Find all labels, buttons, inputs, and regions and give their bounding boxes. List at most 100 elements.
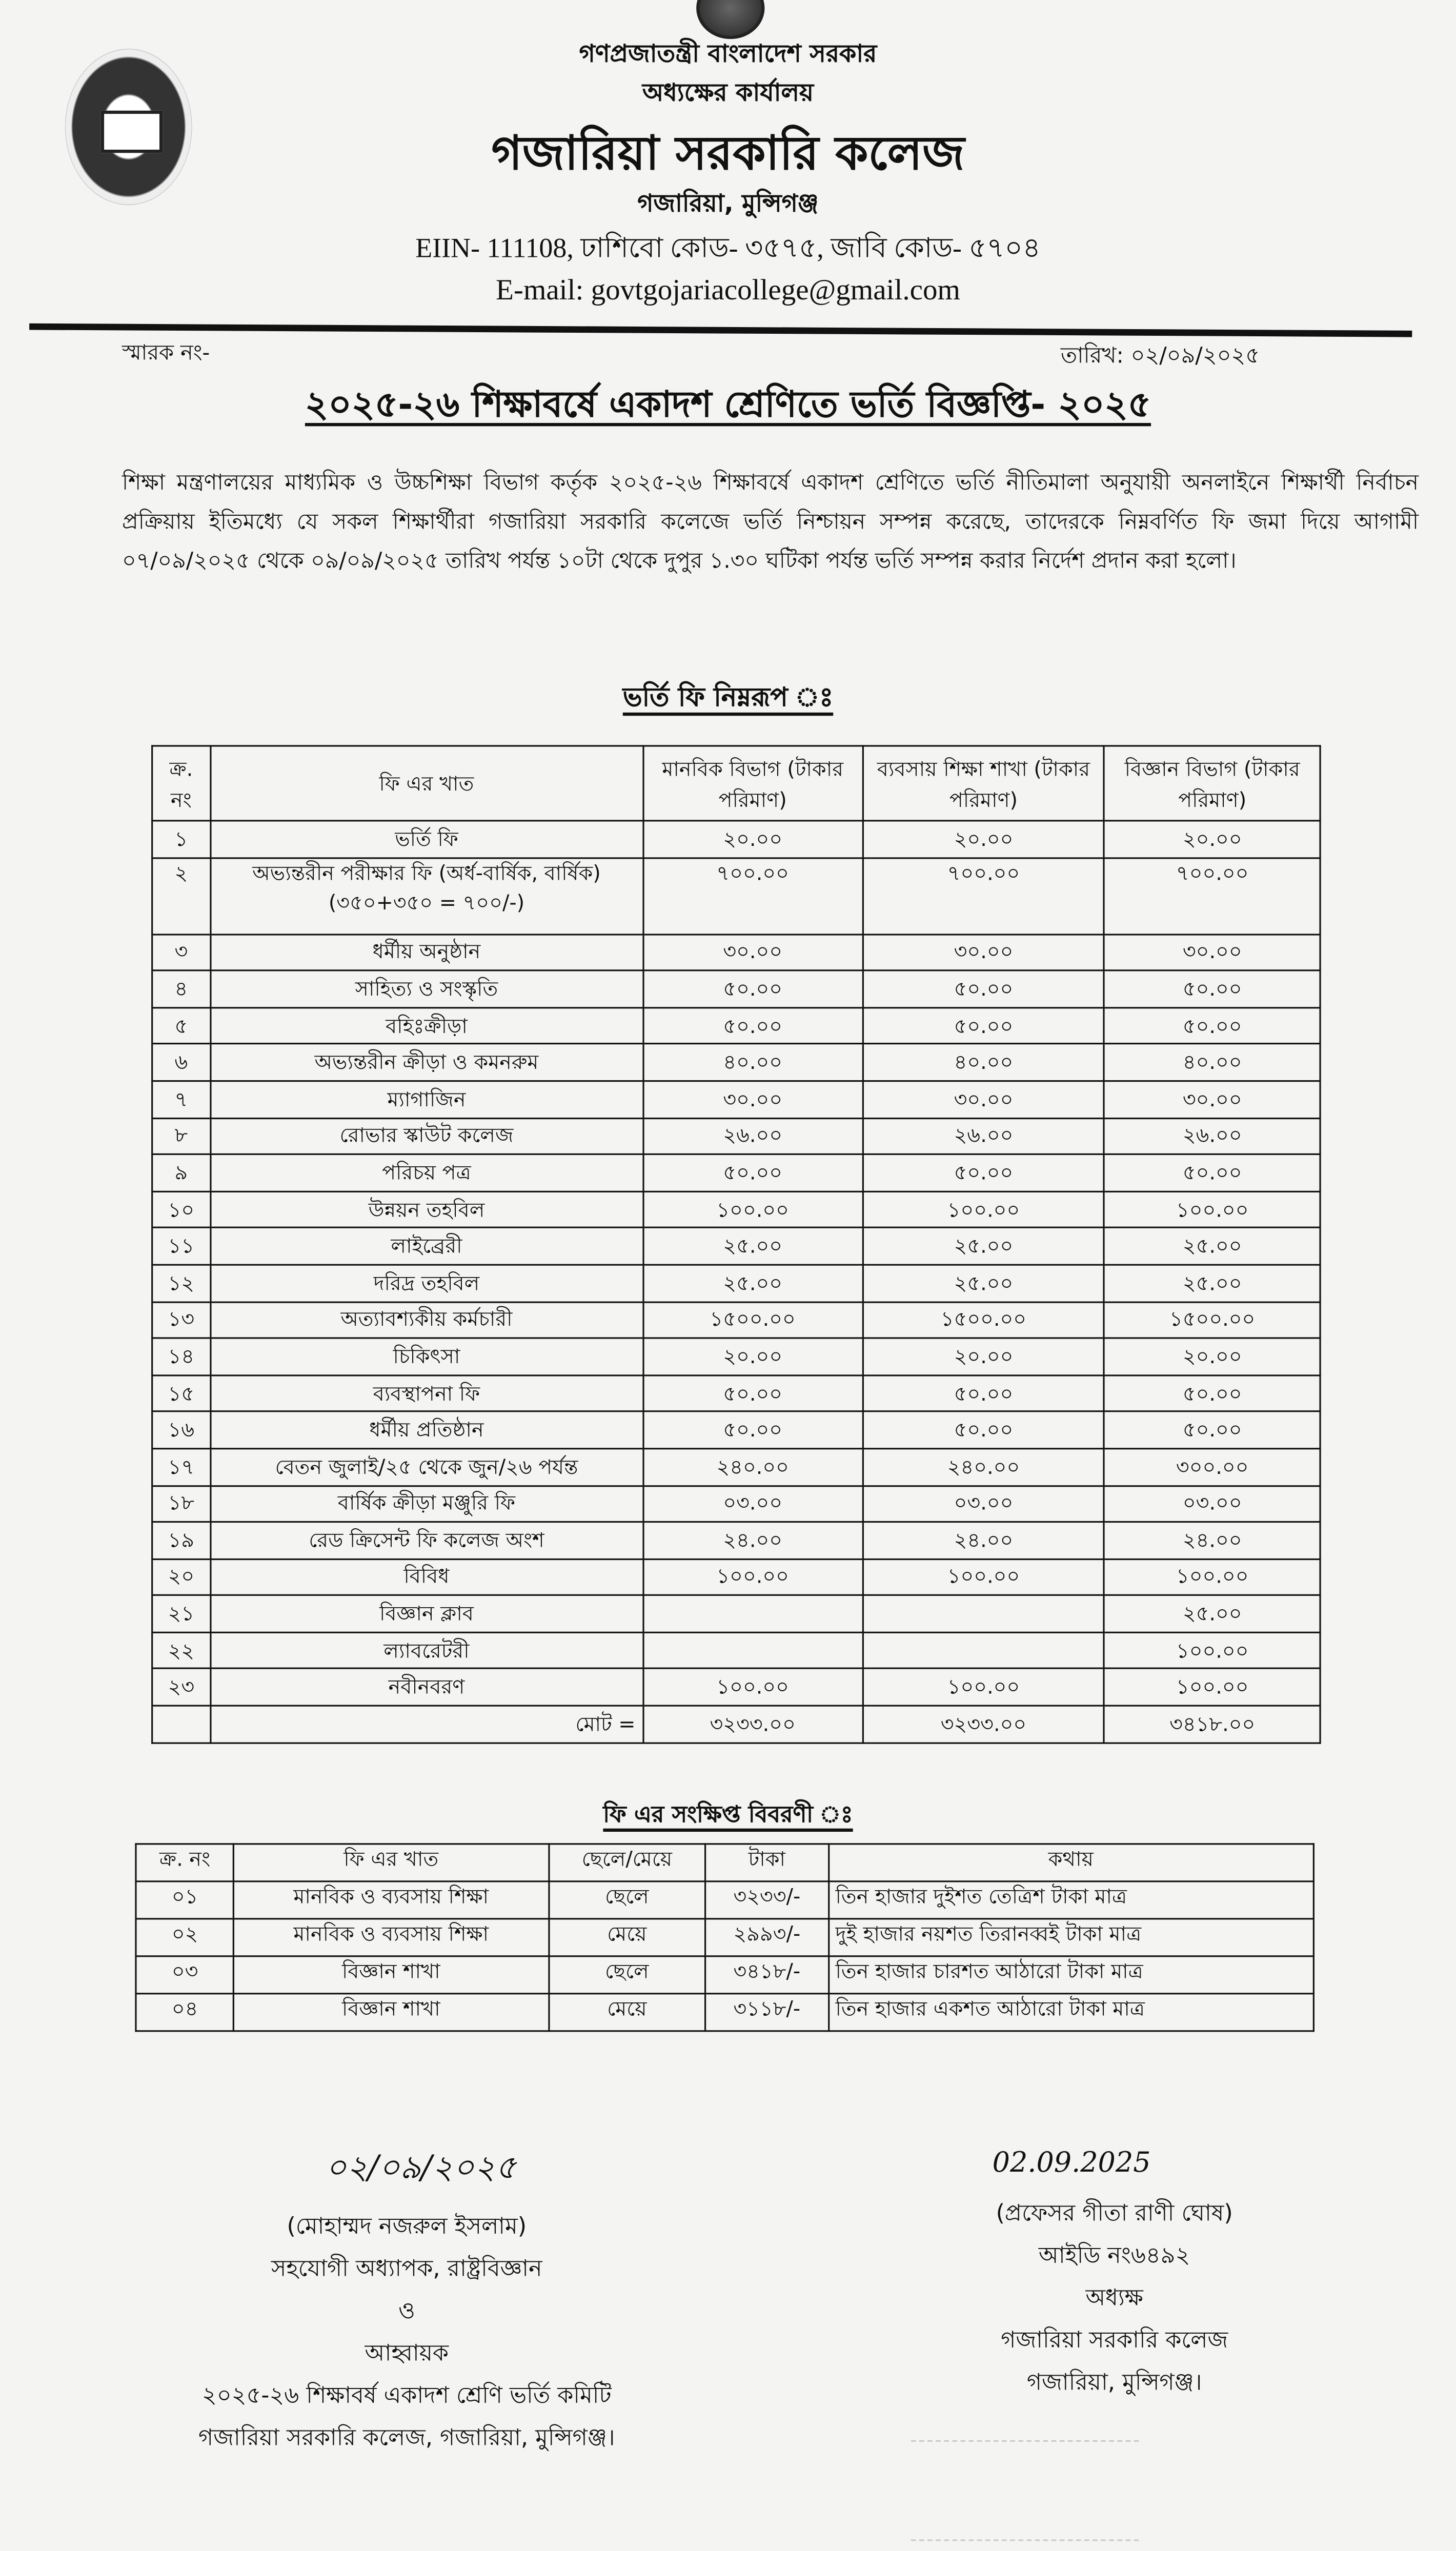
column-header: ক্র. নং bbox=[135, 1843, 235, 1882]
fee-table-heading: ভর্তি ফি নিম্নরূপ ঃ bbox=[622, 681, 834, 713]
table-cell: ২৩ bbox=[151, 1668, 211, 1707]
signatory-line: ও bbox=[398, 2298, 415, 2325]
table-cell: ৫০.০০ bbox=[1103, 1153, 1321, 1192]
table-row: ২০ বিবিধ ১০০.০০ ১০০.০০ ১০০.০০ bbox=[151, 1557, 1321, 1596]
signatory-line: গজারিয়া সরকারি কলেজ, গজারিয়া, মুন্সিগঞ… bbox=[198, 2425, 615, 2452]
table-cell: ৫০.০০ bbox=[1103, 969, 1321, 1008]
total-cell: ৩২৩৩.০০ bbox=[862, 1705, 1106, 1744]
table-cell: ৭০০.০০ bbox=[862, 856, 1106, 935]
table-cell: ১০০.০০ bbox=[862, 1190, 1106, 1229]
table-cell: ধর্মীয় প্রতিষ্ঠান bbox=[209, 1411, 644, 1449]
table-cell: ২৪.০০ bbox=[642, 1521, 864, 1560]
column-header: ছেলে/মেয়ে bbox=[547, 1843, 707, 1882]
column-header: মানবিক বিভাগ (টাকার পরিমাণ) bbox=[642, 745, 864, 822]
table-cell: ১৫ bbox=[151, 1374, 211, 1413]
table-cell: বার্ষিক ক্রীড়া মঞ্জুরি ফি bbox=[209, 1484, 644, 1523]
table-row: ২৩ নবীনবরণ ১০০.০০ ১০০.০০ ১০০.০০ bbox=[151, 1668, 1321, 1707]
table-cell: ২০.০০ bbox=[1103, 820, 1321, 859]
table-cell: ৩০০.০০ bbox=[1103, 1447, 1321, 1486]
table-cell: ৫০.০০ bbox=[1103, 1374, 1321, 1413]
table-cell: তিন হাজার চারশত আঠারো টাকা মাত্র bbox=[827, 1955, 1315, 1995]
table-cell: ১০০.০০ bbox=[1103, 1631, 1321, 1670]
table-row: ৭ ম্যাগাজিন ৩০.০০ ৩০.০০ ৩০.০০ bbox=[151, 1080, 1321, 1119]
table-row: ৫ বহিঃক্রীড়া ৫০.০০ ৫০.০০ ৫০.০০ bbox=[151, 1006, 1321, 1045]
table-cell: ৭০০.০০ bbox=[642, 856, 864, 935]
table-cell: দুই হাজার নয়শত তিরানব্বই টাকা মাত্র bbox=[827, 1918, 1315, 1957]
table-cell: বিবিধ bbox=[209, 1557, 644, 1596]
signatory-line: গজারিয়া, মুন্সিগঞ্জ। bbox=[1026, 2370, 1202, 2397]
table-cell: ১৭ bbox=[151, 1447, 211, 1486]
table-cell: ৫০.০০ bbox=[862, 1374, 1106, 1413]
table-cell: ২৪০.০০ bbox=[862, 1447, 1106, 1486]
table-cell: ২৫.০০ bbox=[862, 1227, 1106, 1266]
college-logo bbox=[65, 49, 192, 205]
table-cell: ৮ bbox=[151, 1117, 211, 1156]
table-cell: ২০.০০ bbox=[642, 820, 864, 859]
table-cell: ৩২৩৩/- bbox=[704, 1880, 829, 1920]
govt-name: গণপ্রজাতন্ত্রী বাংলাদেশ সরকার bbox=[579, 39, 877, 69]
total-row: মোট = ৩২৩৩.০০ ৩২৩৩.০০ ৩৪১৮.০০ bbox=[151, 1705, 1321, 1744]
table-row: ১৫ ব্যবস্থাপনা ফি ৫০.০০ ৫০.০০ ৫০.০০ bbox=[151, 1374, 1321, 1413]
table-row: ১২ দরিদ্র তহবিল ২৫.০০ ২৫.০০ ২৫.০০ bbox=[151, 1264, 1321, 1303]
summary-table: ক্র. নং ফি এর খাত ছেলে/মেয়ে টাকা কথায় ০১ মা… bbox=[135, 1843, 1315, 2032]
table-cell: ৬ bbox=[151, 1043, 211, 1082]
table-cell: ১৫০০.০০ bbox=[1103, 1301, 1321, 1339]
table-cell bbox=[642, 1594, 864, 1633]
column-header: টাকা bbox=[704, 1843, 829, 1882]
table-cell: চিকিৎসা bbox=[209, 1337, 644, 1376]
table-row: ১০ উন্নয়ন তহবিল ১০০.০০ ১০০.০০ ১০০.০০ bbox=[151, 1190, 1321, 1229]
table-cell: বেতন জুলাই/২৫ থেকে জুন/২৬ পর্যন্ত bbox=[209, 1447, 644, 1486]
table-cell: বহিঃক্রীড়া bbox=[209, 1006, 644, 1045]
table-cell: ২০.০০ bbox=[642, 1337, 864, 1376]
college-email: E-mail: govtgojariacollege@gmail.com bbox=[496, 273, 960, 306]
table-cell: ৫০.০০ bbox=[862, 1153, 1106, 1192]
table-cell: ৫০.০০ bbox=[862, 969, 1106, 1008]
table-cell: ২৫.০০ bbox=[1103, 1227, 1321, 1266]
table-cell: ব্যবস্থাপনা ফি bbox=[209, 1374, 644, 1413]
table-cell: ১০০.০০ bbox=[1103, 1557, 1321, 1596]
table-cell: ০১ bbox=[135, 1880, 235, 1920]
table-cell: ২ bbox=[151, 856, 211, 935]
table-row: ৪ সাহিত্য ও সংস্কৃতি ৫০.০০ ৫০.০০ ৫০.০০ bbox=[151, 969, 1321, 1008]
table-cell: ২৫.০০ bbox=[642, 1227, 864, 1266]
memo-ref: স্মারক নং- bbox=[122, 341, 210, 366]
notice-body: শিক্ষা মন্ত্রণালয়ের মাধ্যমিক ও উচ্চশিক্… bbox=[122, 472, 1419, 575]
table-cell: বিজ্ঞান শাখা bbox=[233, 1955, 549, 1995]
table-cell: ০৩.০০ bbox=[642, 1484, 864, 1523]
table-cell: ১০০.০০ bbox=[862, 1668, 1106, 1707]
table-cell: ০২ bbox=[135, 1918, 235, 1957]
signatory-line: আহ্বায়ক bbox=[365, 2341, 449, 2367]
college-name: গজারিয়া সরকারি কলেজ bbox=[491, 125, 965, 181]
table-cell: ১০০.০০ bbox=[642, 1190, 864, 1229]
table-cell: ২৪.০০ bbox=[862, 1521, 1106, 1560]
table-cell: ম্যাগাজিন bbox=[209, 1080, 644, 1119]
table-row: ১৮ বার্ষিক ক্রীড়া মঞ্জুরি ফি ০৩.০০ ০৩.০০ ০৩… bbox=[151, 1484, 1321, 1523]
table-cell: ২০.০০ bbox=[862, 1337, 1106, 1376]
table-cell: ৫ bbox=[151, 1006, 211, 1045]
table-cell: ৫০.০০ bbox=[642, 1006, 864, 1045]
table-cell: ০৪ bbox=[135, 1993, 235, 2032]
table-cell: ৫০.০০ bbox=[642, 1153, 864, 1192]
table-cell: পরিচয় পত্র bbox=[209, 1153, 644, 1192]
table-cell: ১২ bbox=[151, 1264, 211, 1303]
book-icon bbox=[100, 110, 163, 153]
column-header: ব্যবসায় শিক্ষা শাখা (টাকার পরিমাণ) bbox=[862, 745, 1106, 822]
table-cell: ২০.০০ bbox=[862, 820, 1106, 859]
table-cell: ২৯৯৩/- bbox=[704, 1918, 829, 1957]
signatory-line: ২০২৫-২৬ শিক্ষাবর্ষ একাদশ শ্রেণি ভর্তি কম… bbox=[201, 2383, 612, 2410]
table-cell: ৭০০.০০ bbox=[1103, 856, 1321, 935]
column-header: বিজ্ঞান বিভাগ (টাকার পরিমাণ) bbox=[1103, 745, 1321, 822]
header-divider bbox=[29, 323, 1412, 337]
memo-date: তারিখ: ০২/০৯/২০২৫ bbox=[1060, 343, 1260, 370]
column-header: কথায় bbox=[827, 1843, 1315, 1882]
signatory-line: গজারিয়া সরকারি কলেজ bbox=[1001, 2327, 1228, 2354]
table-cell: ৫০.০০ bbox=[642, 969, 864, 1008]
table-cell: তিন হাজার একশত আঠারো টাকা মাত্র bbox=[827, 1993, 1315, 2032]
table-cell: ৪ bbox=[151, 969, 211, 1008]
table-cell: মানবিক ও ব্যবসায় শিক্ষা bbox=[233, 1918, 549, 1957]
table-cell: ২১ bbox=[151, 1594, 211, 1633]
table-row: ১৯ রেড ক্রিসেন্ট ফি কলেজ অংশ ২৪.০০ ২৪.০০ ২৪.… bbox=[151, 1521, 1321, 1560]
table-cell: ১০০.০০ bbox=[642, 1668, 864, 1707]
table-cell: অত্যাবশ্যকীয় কর্মচারী bbox=[209, 1301, 644, 1339]
